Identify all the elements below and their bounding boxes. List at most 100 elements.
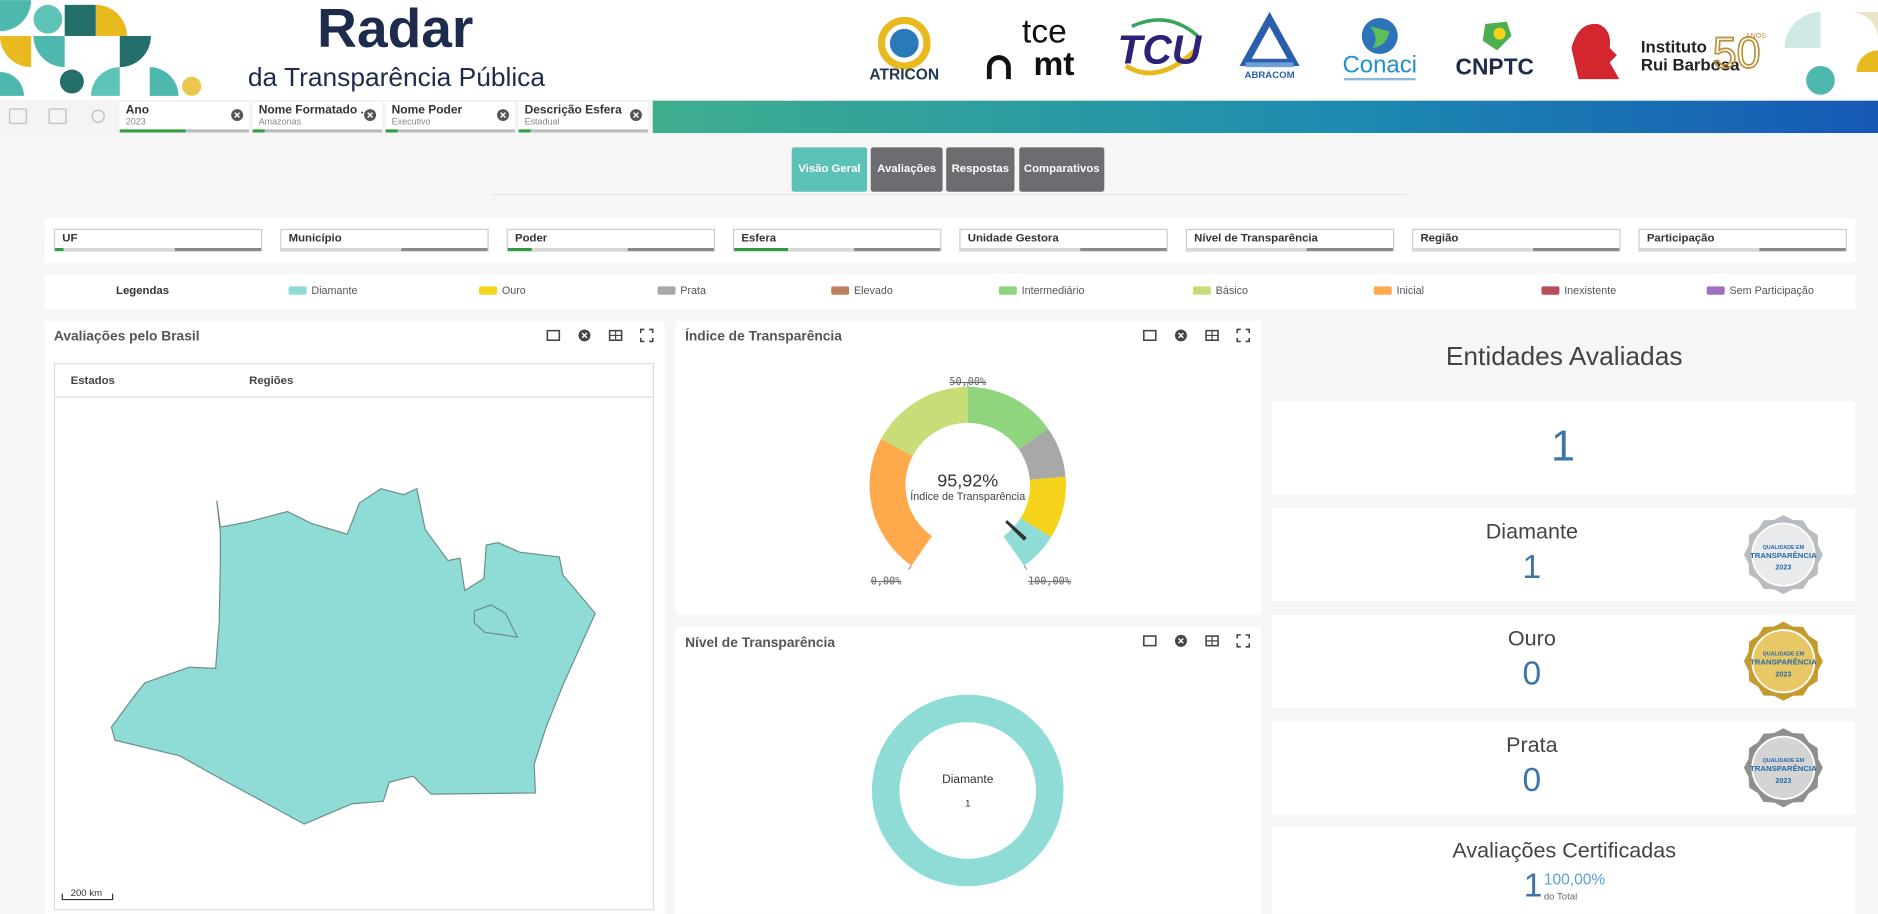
seal-text: QUALIDADE EM bbox=[1763, 651, 1805, 657]
selection-box[interactable] bbox=[518, 101, 648, 132]
legend-label: Sem Participação bbox=[1729, 285, 1813, 297]
tab-label: Avaliações bbox=[877, 163, 936, 175]
panel-tools bbox=[1143, 634, 1250, 648]
filter-box[interactable] bbox=[53, 228, 263, 252]
header-decoration bbox=[0, 0, 1878, 96]
seal-inner bbox=[1751, 522, 1816, 587]
selection-value: Estadual bbox=[525, 117, 560, 127]
seal-inner bbox=[1751, 735, 1816, 800]
seal-year: 2023 bbox=[1775, 564, 1791, 572]
tab[interactable] bbox=[870, 147, 943, 192]
tool-fullscreen[interactable] bbox=[639, 328, 654, 343]
tab-label: Respostas bbox=[952, 163, 1009, 175]
selection-tools bbox=[8, 108, 105, 125]
legend-swatch bbox=[657, 286, 676, 295]
gauge-panel bbox=[675, 321, 1262, 615]
selection-track bbox=[385, 129, 516, 133]
tab[interactable] bbox=[791, 147, 868, 192]
filter-excluded bbox=[174, 248, 262, 251]
clear-icon bbox=[500, 112, 506, 118]
panel-title: Avaliações pelo Brasil bbox=[54, 328, 200, 343]
legend-swatch bbox=[831, 286, 850, 295]
legend-swatch bbox=[1373, 286, 1392, 295]
legend: Diamante Ouro Prata Elevado Intermediário Bás… bbox=[288, 285, 1814, 297]
gauge-band bbox=[881, 386, 968, 456]
tab[interactable] bbox=[946, 147, 1015, 192]
filter-excluded bbox=[401, 248, 488, 251]
gauge-band bbox=[967, 386, 1049, 450]
selection-field: Descrição Esfera bbox=[525, 102, 622, 116]
tool-close-x bbox=[581, 332, 588, 339]
map-detail bbox=[473, 604, 519, 639]
filter-selected bbox=[55, 248, 64, 251]
tool-table-grid bbox=[1206, 330, 1219, 341]
legend-title: Legendas bbox=[116, 285, 169, 297]
filter-selected bbox=[734, 248, 789, 251]
total-value: 1 bbox=[1551, 423, 1575, 471]
legend-label: Inicial bbox=[1397, 285, 1425, 297]
selection-progress bbox=[252, 129, 265, 133]
panel-title: Nível de Transparência bbox=[685, 635, 835, 650]
filter-label: Região bbox=[1420, 232, 1458, 244]
map-tab[interactable]: Estados bbox=[71, 375, 115, 387]
gauge-band bbox=[1020, 476, 1066, 538]
legend-label: Básico bbox=[1216, 285, 1248, 297]
tab-label: Visão Geral bbox=[798, 163, 860, 175]
selection-field: Ano bbox=[126, 102, 149, 116]
logo-text: ANOS bbox=[1746, 32, 1767, 40]
donut: Diamante 1 bbox=[871, 694, 1064, 887]
filter-track bbox=[55, 248, 262, 251]
header bbox=[0, 0, 1878, 101]
tool-image[interactable] bbox=[546, 329, 561, 342]
selection-progress bbox=[385, 129, 398, 133]
clear-icon bbox=[234, 112, 241, 118]
certified-percent: 100,00% bbox=[1544, 871, 1606, 888]
tool-close-x bbox=[1178, 332, 1184, 339]
logo-tcu: TCU bbox=[1118, 18, 1203, 76]
scale-bar bbox=[61, 893, 114, 901]
seal-year: 2023 bbox=[1775, 670, 1791, 678]
legend-label: Ouro bbox=[502, 285, 526, 297]
selection-box[interactable] bbox=[119, 101, 250, 132]
gauge-tick bbox=[1023, 565, 1028, 570]
legend-swatch bbox=[1706, 286, 1725, 295]
gauge: 0,00% 50,00% 100,00% bbox=[869, 377, 1071, 587]
logo-text: tce bbox=[1022, 13, 1067, 50]
level-value: 0 bbox=[1523, 762, 1542, 799]
legend-label: Diamante bbox=[311, 285, 357, 297]
selection-value: Executivo bbox=[392, 117, 431, 127]
level-name: Prata bbox=[1506, 732, 1558, 757]
filter-track bbox=[1186, 248, 1393, 251]
gauge-band bbox=[869, 439, 933, 566]
level-name: Diamante bbox=[1486, 519, 1578, 544]
seal-text: QUALIDADE EM bbox=[1763, 545, 1805, 551]
map-tab[interactable]: Regiões bbox=[249, 375, 293, 387]
logo-cnptc: CNPTC bbox=[1456, 21, 1534, 79]
logo-text: ATRICON bbox=[869, 67, 939, 84]
logo-text: Conaci bbox=[1342, 51, 1417, 78]
panel-title: Índice de Transparência bbox=[685, 327, 842, 343]
state-amazonas[interactable] bbox=[110, 487, 596, 825]
selection-progress bbox=[119, 129, 186, 133]
tool-image[interactable] bbox=[1143, 635, 1157, 647]
filter-track bbox=[1639, 248, 1846, 251]
donut-value: 1 bbox=[965, 798, 970, 809]
gauge-value: 95,92% bbox=[937, 470, 998, 490]
summary-title: Entidades Avaliadas bbox=[1446, 341, 1683, 371]
seal-text: TRANSPARÊNCIA bbox=[1750, 657, 1817, 666]
selection-box[interactable] bbox=[385, 101, 516, 132]
filters: UF Município Poder Esfera Unidade Gestora Nív… bbox=[53, 228, 1847, 252]
filter-track bbox=[507, 248, 714, 251]
tool-fullscreen[interactable] bbox=[1236, 328, 1250, 343]
tool-image[interactable] bbox=[1143, 329, 1157, 342]
logo-text: mt bbox=[1033, 46, 1074, 83]
filter-track bbox=[281, 248, 488, 251]
tool-table-grid bbox=[609, 330, 622, 341]
logo-text: CNPTC bbox=[1456, 53, 1534, 79]
tab[interactable] bbox=[1019, 147, 1105, 192]
selection-box[interactable] bbox=[252, 101, 383, 132]
logo-atricon: ATRICON bbox=[869, 16, 939, 84]
tool-fullscreen[interactable] bbox=[1236, 634, 1250, 648]
